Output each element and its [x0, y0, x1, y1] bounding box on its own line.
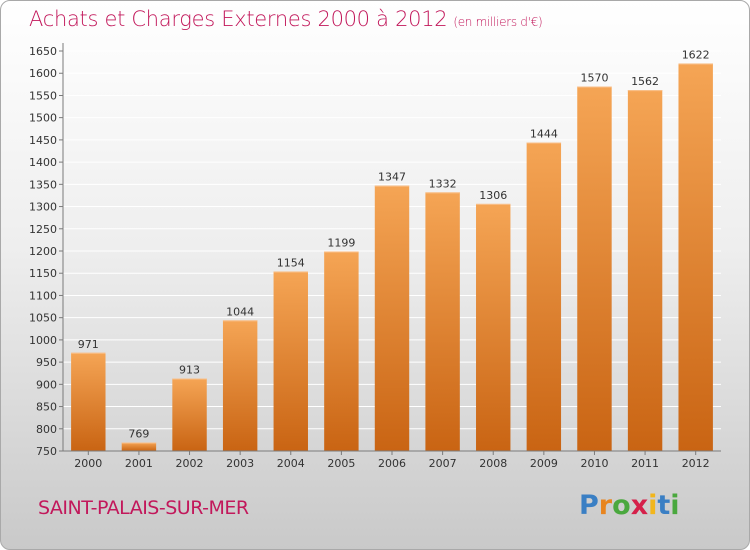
x-tick-label: 2002 [176, 457, 204, 470]
data-label: 913 [179, 364, 200, 377]
bar [577, 86, 612, 452]
x-tick-label: 2005 [327, 457, 355, 470]
y-tick-label: 1100 [29, 289, 57, 302]
bar [627, 90, 663, 451]
logo-letter: i [648, 490, 658, 521]
y-tick-label: 1000 [29, 334, 57, 347]
y-tick-label: 1350 [29, 178, 57, 191]
title-text: Achats et Charges Externes 2000 à 2012 [29, 7, 448, 31]
y-tick-label: 850 [36, 401, 57, 414]
y-tick-label: 1400 [29, 156, 57, 169]
y-tick-label: 900 [36, 378, 57, 391]
y-tick-label: 1200 [29, 245, 57, 258]
bars: 971 769 913 1044 1154 1199 1347 1332 1306 1444 157… [71, 48, 713, 452]
x-tick-label: 2009 [530, 457, 558, 470]
logo-letter: P [579, 490, 599, 521]
y-tick-label: 1550 [29, 89, 57, 102]
logo-letter: t [657, 490, 671, 521]
bar [678, 63, 713, 451]
bar [374, 185, 410, 451]
data-label: 1199 [327, 236, 355, 249]
bar [121, 442, 157, 451]
y-tick-label: 1500 [29, 112, 57, 125]
y-tick-label: 1300 [29, 201, 57, 214]
y-tick-label: 950 [36, 356, 57, 369]
x-tick-label: 2004 [277, 457, 305, 470]
logo-letter: x [630, 490, 649, 521]
x-tick-label: 2006 [378, 457, 406, 470]
y-tick-label: 1150 [29, 267, 57, 280]
logo-letter: o [612, 490, 631, 521]
data-label: 971 [78, 338, 99, 351]
y-tick-label: 800 [36, 423, 57, 436]
data-label: 1562 [631, 75, 659, 88]
data-label: 1044 [226, 305, 254, 318]
chart-title: Achats et Charges Externes 2000 à 2012 (e… [29, 7, 543, 31]
data-label: 1444 [530, 128, 558, 141]
bar [273, 271, 308, 451]
x-tick-label: 2001 [125, 457, 153, 470]
y-tick-label: 1050 [29, 312, 57, 325]
bar [526, 142, 562, 452]
data-label: 1347 [378, 171, 406, 184]
bar [71, 352, 106, 451]
data-label: 1306 [479, 189, 507, 202]
title-unit: (en milliers d'€) [453, 15, 543, 29]
x-tick-label: 2010 [580, 457, 608, 470]
data-label: 1622 [682, 48, 710, 61]
data-label: 769 [128, 428, 149, 441]
x-tick-label: 2011 [631, 457, 659, 470]
x-tick-label: 2007 [429, 457, 457, 470]
y-tick-label: 750 [36, 445, 57, 458]
y-tick-label: 1250 [29, 223, 57, 236]
proxiti-logo[interactable]: Proxiti [579, 490, 680, 521]
y-tick-label: 1650 [29, 45, 57, 58]
axes: 750 800 850 900 950 1000 1050 1100 1150 1200 1250 1… [29, 43, 721, 470]
x-tick-label: 2000 [74, 457, 102, 470]
data-label: 1154 [277, 256, 305, 269]
x-tick-label: 2003 [226, 457, 254, 470]
data-label: 1570 [580, 72, 608, 85]
x-tick-label: 2012 [682, 457, 710, 470]
x-tick-label: 2008 [479, 457, 507, 470]
city-name: SAINT-PALAIS-SUR-MER [38, 497, 249, 519]
bar [476, 203, 511, 451]
bar [324, 251, 359, 451]
logo-letter: i [670, 490, 680, 521]
logo-letter: r [598, 490, 613, 521]
bar [222, 320, 258, 451]
y-tick-label: 1450 [29, 134, 57, 147]
y-tick-label: 1600 [29, 67, 57, 80]
bar [172, 378, 207, 451]
data-label: 1332 [429, 177, 457, 190]
bar [425, 192, 460, 452]
